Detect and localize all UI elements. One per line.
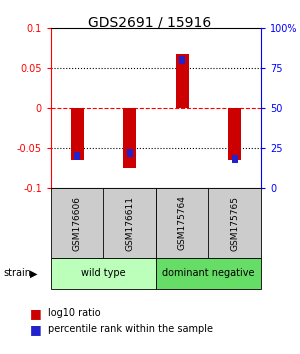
Text: log10 ratio: log10 ratio <box>48 308 100 318</box>
Text: GSM175764: GSM175764 <box>178 195 187 251</box>
Bar <box>123 108 136 168</box>
Text: percentile rank within the sample: percentile rank within the sample <box>48 324 213 334</box>
Text: ▶: ▶ <box>30 268 38 279</box>
Text: wild type: wild type <box>81 268 126 279</box>
Text: ■: ■ <box>30 323 42 336</box>
Text: strain: strain <box>3 268 31 279</box>
Text: dominant negative: dominant negative <box>162 268 255 279</box>
Bar <box>127 149 133 156</box>
Text: GSM176611: GSM176611 <box>125 195 134 251</box>
Text: GSM176606: GSM176606 <box>73 195 82 251</box>
Bar <box>74 152 80 160</box>
Bar <box>228 108 241 160</box>
Bar <box>232 155 238 163</box>
Bar <box>179 56 185 64</box>
Text: GDS2691 / 15916: GDS2691 / 15916 <box>88 16 212 30</box>
Text: GSM175765: GSM175765 <box>230 195 239 251</box>
Bar <box>176 54 189 108</box>
Bar <box>71 108 84 160</box>
Text: ■: ■ <box>30 307 42 320</box>
